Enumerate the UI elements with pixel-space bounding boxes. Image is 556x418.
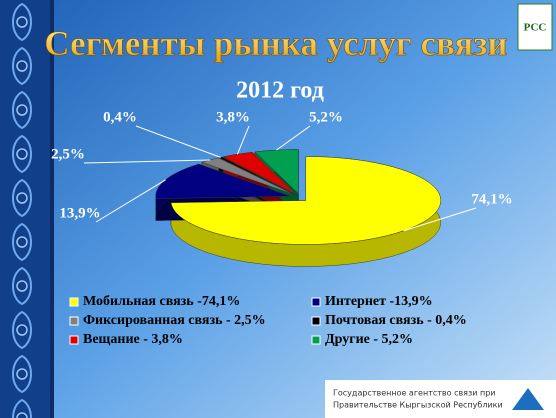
data-label: 5,2% [309, 109, 343, 125]
data-label: 2,5% [51, 146, 85, 162]
chart-subtitle: 2012 год [236, 78, 324, 104]
chart-title: Сегменты рынка услуг связи [44, 24, 507, 63]
leader-line [276, 125, 311, 151]
ornament [0, 0, 50, 418]
footer-text: Государственное агентство связи при [333, 389, 496, 398]
leader-line [236, 125, 250, 155]
legend: Мобильная связь -74,1% Интернет -13,9% Фик… [69, 294, 467, 347]
legend-label: Интернет -13,9% [325, 294, 433, 309]
data-label: 74,1% [471, 191, 512, 207]
leader-line [135, 125, 221, 158]
footer-text: Правительстве Кыргызской Республики [333, 401, 503, 410]
footer-box [325, 380, 556, 418]
legend-swatch [69, 335, 79, 345]
leader-line [83, 159, 210, 164]
leader-line [95, 179, 166, 223]
data-label: 3,8% [216, 109, 250, 125]
legend-swatch [311, 335, 321, 345]
data-label: 13,9% [59, 205, 100, 221]
legend-label: Другие - 5,2% [325, 332, 413, 347]
logo-text: РСС [524, 22, 547, 34]
legend-swatch [69, 316, 79, 326]
legend-label: Почтовая связь - 0,4% [325, 313, 467, 328]
legend-swatch [311, 316, 321, 326]
ornament-border [50, 0, 54, 418]
legend-label: Мобильная связь -74,1% [83, 294, 240, 309]
slice [155, 163, 291, 199]
legend-swatch [311, 297, 321, 307]
legend-label: Вещание - 3,8% [83, 332, 183, 347]
slice [218, 156, 295, 195]
data-label: 0,4% [103, 109, 137, 125]
pie: 74,1% 13,9% 2,5% 0,4% 3,8% 5,2% [51, 109, 513, 267]
leader-line [403, 207, 477, 232]
footer-logo [512, 388, 544, 410]
slice [170, 156, 442, 245]
slice [254, 149, 299, 195]
slice [222, 152, 296, 195]
legend-label: Фиксированная связь - 2,5% [83, 313, 266, 328]
legend-swatch [69, 297, 79, 307]
logo [517, 3, 553, 51]
